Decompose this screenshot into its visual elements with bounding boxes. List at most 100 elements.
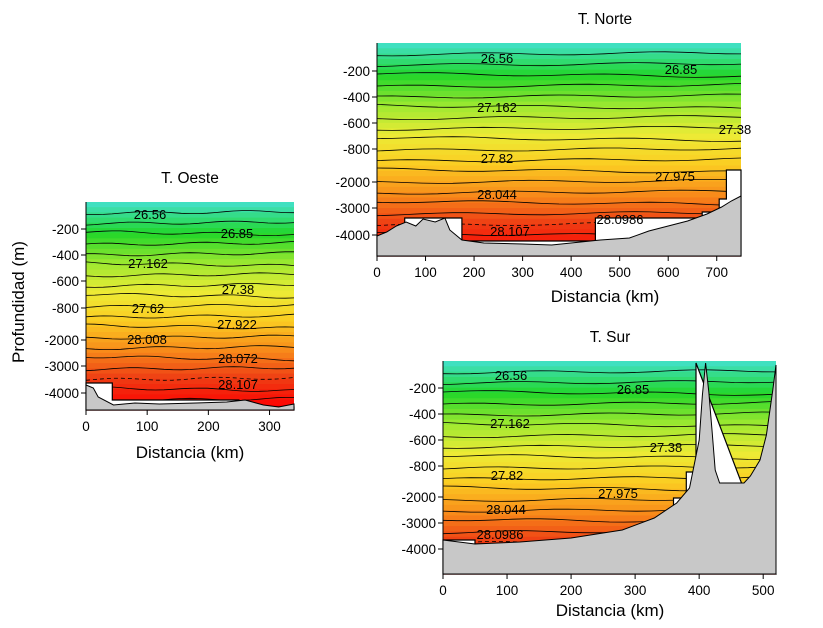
contour-line xyxy=(376,51,742,57)
color-band xyxy=(377,202,741,209)
x-tick-label: 400 xyxy=(560,265,583,280)
color-band xyxy=(377,64,741,71)
color-band xyxy=(377,176,741,183)
color-band xyxy=(86,311,294,317)
color-band xyxy=(443,488,776,495)
contour-label: 27.38 xyxy=(719,122,752,137)
x-tick-label: 500 xyxy=(752,583,775,598)
color-band xyxy=(377,154,741,161)
color-band xyxy=(443,462,776,469)
color-band xyxy=(443,387,776,394)
color-band xyxy=(86,384,294,390)
color-band xyxy=(443,435,776,442)
x-tick-label: 200 xyxy=(560,583,583,598)
contour-line xyxy=(376,83,742,88)
color-band xyxy=(86,222,294,229)
color-band xyxy=(377,43,741,49)
y-tick-label: -400 xyxy=(409,407,436,422)
x-tick-label: 100 xyxy=(414,265,437,280)
contour-line xyxy=(442,411,777,417)
color-band xyxy=(377,101,741,108)
y-tick-label: -600 xyxy=(343,116,370,131)
contour-label: 26.56 xyxy=(134,207,167,222)
x-tick-label: 200 xyxy=(463,265,486,280)
color-band xyxy=(86,363,294,369)
color-band xyxy=(377,170,741,177)
color-band xyxy=(86,207,294,213)
y-tick-label: -400 xyxy=(343,90,370,105)
contour-line xyxy=(85,241,295,246)
color-band xyxy=(86,202,294,208)
contour-line xyxy=(376,126,742,131)
y-tick-label: -3000 xyxy=(401,516,436,531)
y-tick-label: -3000 xyxy=(335,201,370,216)
x-tick-label: 200 xyxy=(197,419,220,434)
color-band xyxy=(377,69,741,76)
contour-label: 26.85 xyxy=(221,226,254,241)
color-band xyxy=(86,352,294,359)
color-band xyxy=(377,90,741,97)
color-band xyxy=(377,48,741,55)
color-band xyxy=(86,337,294,343)
color-band xyxy=(377,218,741,225)
color-band xyxy=(443,419,776,426)
bathymetry xyxy=(376,195,742,257)
color-band xyxy=(86,326,294,333)
color-band xyxy=(86,300,294,307)
color-band xyxy=(86,358,294,364)
contour-line xyxy=(85,220,295,226)
color-band xyxy=(377,53,741,60)
contour-line xyxy=(376,189,742,195)
color-band xyxy=(377,133,741,140)
contour-line xyxy=(442,401,777,406)
x-tick-label: 100 xyxy=(136,419,159,434)
color-band xyxy=(377,192,741,199)
contour-line xyxy=(85,292,295,299)
x-axis-label: Distancia (km) xyxy=(556,601,665,620)
y-tick-label: -800 xyxy=(343,142,370,157)
color-band xyxy=(377,74,741,81)
y-tick-label: -2000 xyxy=(335,175,370,190)
color-band xyxy=(443,371,776,378)
contour-line xyxy=(376,93,742,99)
color-band xyxy=(377,138,741,145)
contour-line xyxy=(376,211,742,217)
contour-label: 26.85 xyxy=(665,62,698,77)
contour-label: 27.922 xyxy=(217,317,257,332)
color-band xyxy=(443,520,776,527)
bathymetry xyxy=(85,384,295,411)
color-band xyxy=(86,228,294,234)
panel-title: T. Oeste xyxy=(161,170,219,187)
contour-line xyxy=(376,115,742,120)
contour-label: 27.975 xyxy=(598,486,638,501)
color-band xyxy=(86,389,294,395)
contour-label: 28.107 xyxy=(218,377,258,392)
color-band xyxy=(377,80,741,87)
color-band xyxy=(377,149,741,156)
color-band xyxy=(377,106,741,113)
contour-label: 27.38 xyxy=(650,440,683,455)
color-band xyxy=(377,58,741,65)
y-tick-label: -2000 xyxy=(44,333,79,348)
y-tick-label: -2000 xyxy=(401,490,436,505)
color-band xyxy=(443,499,776,506)
color-band xyxy=(377,117,741,124)
color-band xyxy=(377,208,741,214)
color-band xyxy=(377,234,741,241)
contour-line xyxy=(85,366,295,372)
x-tick-label: 0 xyxy=(439,583,447,598)
contour-line xyxy=(376,157,742,163)
color-band xyxy=(86,274,294,281)
color-band xyxy=(86,332,294,338)
contour-label: 26.56 xyxy=(481,51,514,66)
color-band xyxy=(377,213,741,220)
contour-line xyxy=(442,369,777,375)
color-band xyxy=(443,366,776,373)
color-band xyxy=(86,316,294,323)
x-tick-label: 0 xyxy=(373,265,381,280)
y-tick-label: -600 xyxy=(52,274,79,289)
x-tick-label: 700 xyxy=(705,265,728,280)
color-band xyxy=(86,243,294,250)
x-tick-label: 600 xyxy=(657,265,680,280)
